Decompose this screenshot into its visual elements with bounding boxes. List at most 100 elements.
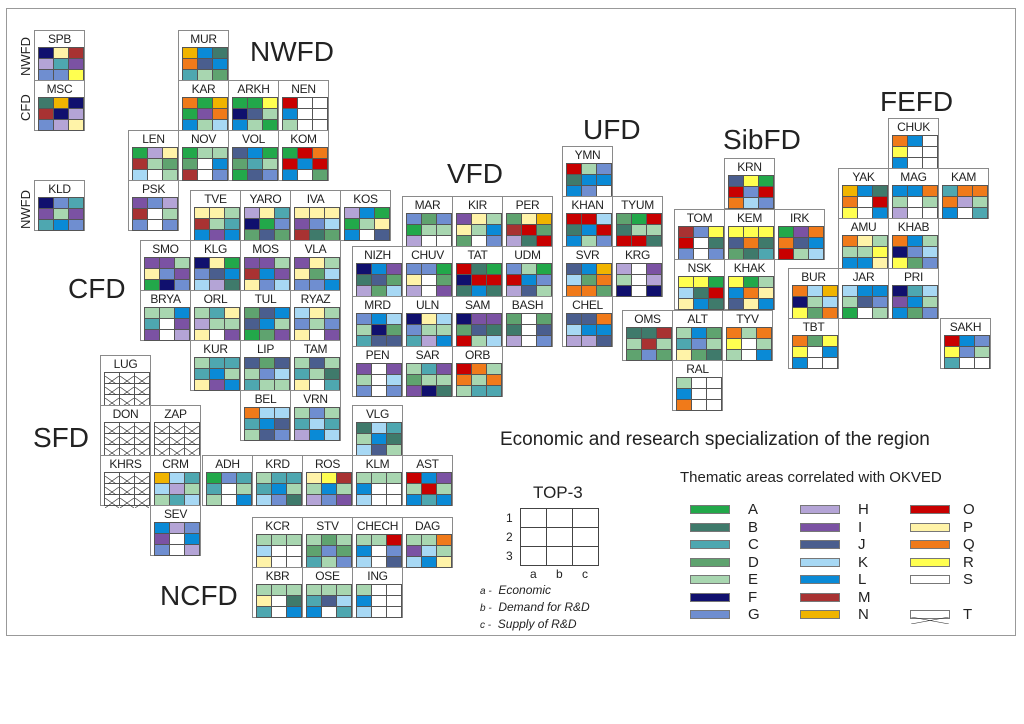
cell-T	[119, 384, 135, 398]
region-grid	[356, 472, 402, 506]
region-tile-yak: YAK	[838, 168, 889, 219]
cell-K	[422, 546, 436, 556]
region-tile-krn: KRN	[724, 158, 775, 209]
cell-B	[310, 230, 324, 240]
desc-key: a -	[480, 586, 492, 597]
cell-N	[155, 473, 169, 483]
cell-M	[133, 209, 147, 219]
region-code: YAK	[852, 170, 875, 184]
region-code: SPB	[47, 32, 72, 46]
cell-D	[627, 350, 641, 360]
cell-J	[597, 336, 611, 346]
cell-I	[260, 258, 274, 268]
region-code: KOM	[290, 132, 317, 146]
cell-D	[908, 258, 922, 268]
cell-E	[437, 225, 451, 235]
cell-D	[260, 358, 274, 368]
cell-Q	[744, 238, 758, 248]
region-grid	[506, 263, 552, 297]
cell-I	[39, 209, 53, 219]
cell-C	[945, 358, 959, 368]
cell-S	[597, 186, 611, 196]
region-tile-ose: OSE	[302, 567, 353, 618]
cell-G	[537, 275, 551, 285]
cell-Q	[183, 98, 197, 108]
cell-K	[337, 596, 351, 606]
top3-row-3: 3	[506, 549, 513, 563]
cell-I	[437, 364, 451, 374]
cell-S	[923, 208, 937, 218]
cell-K	[808, 286, 822, 296]
region-code: OMS	[634, 312, 661, 326]
cell-S	[372, 364, 386, 374]
cell-G	[322, 495, 336, 505]
cell-E	[310, 369, 324, 379]
cell-P	[295, 380, 309, 390]
cell-I	[325, 330, 339, 340]
cell-D	[372, 286, 386, 296]
cell-T	[134, 395, 150, 409]
cell-S	[522, 314, 536, 324]
cell-G	[437, 214, 451, 224]
region-code: CHECH	[356, 519, 399, 533]
region-grid	[678, 226, 724, 260]
cell-T	[134, 373, 150, 387]
region-code: LEN	[142, 132, 165, 146]
region-tile-tyv: TYV	[722, 310, 773, 361]
cell-C	[407, 336, 421, 346]
cell-C	[225, 219, 239, 229]
cell-E	[257, 473, 271, 483]
cell-E	[155, 495, 169, 505]
cell-B	[647, 236, 661, 246]
cell-S	[707, 378, 721, 388]
cell-C	[210, 308, 224, 318]
region-code: NOV	[190, 132, 217, 146]
cell-E	[272, 535, 286, 545]
cell-C	[245, 380, 259, 390]
legend-swatch-f	[690, 592, 730, 602]
cell-E	[263, 159, 277, 169]
cell-E	[677, 378, 691, 388]
cell-E	[337, 484, 351, 494]
cell-G	[357, 386, 371, 396]
cell-S	[632, 286, 646, 296]
region-tile-ral: RAL	[672, 360, 723, 411]
region-code: YMN	[574, 148, 601, 162]
cell-K	[437, 314, 451, 324]
region-code: BEL	[254, 392, 277, 406]
region-code: KRN	[737, 160, 762, 174]
region-grid	[792, 335, 838, 369]
cell-R	[729, 277, 743, 287]
cell-Q	[973, 186, 987, 196]
legend-title: Thematic areas correlated with OKVED	[680, 469, 942, 486]
cell-L	[597, 175, 611, 185]
cell-G	[69, 220, 83, 230]
cell-D	[163, 159, 177, 169]
legend-label: D	[748, 553, 759, 571]
region-grid	[676, 327, 722, 361]
region-code: KAR	[191, 82, 216, 96]
cell-C	[210, 358, 224, 368]
cell-M	[657, 328, 671, 338]
region-tile-klm: KLM	[352, 455, 403, 506]
cell-D	[313, 170, 327, 180]
cell-D	[692, 350, 706, 360]
legend-swatch-j	[800, 540, 840, 549]
cell-S	[148, 209, 162, 219]
region-grid	[104, 422, 150, 459]
cell-S	[387, 495, 401, 505]
cell-O	[582, 214, 596, 224]
cell-L	[729, 288, 743, 298]
cell-B	[759, 238, 773, 248]
cell-I	[210, 230, 224, 240]
cell-S	[372, 546, 386, 556]
cell-L	[248, 148, 262, 158]
cell-E	[207, 495, 221, 505]
cell-F	[457, 314, 471, 324]
cell-B	[709, 238, 723, 248]
cell-E	[245, 430, 259, 440]
region-grid	[616, 213, 662, 247]
cell-O	[537, 236, 551, 246]
cell-E	[372, 473, 386, 483]
